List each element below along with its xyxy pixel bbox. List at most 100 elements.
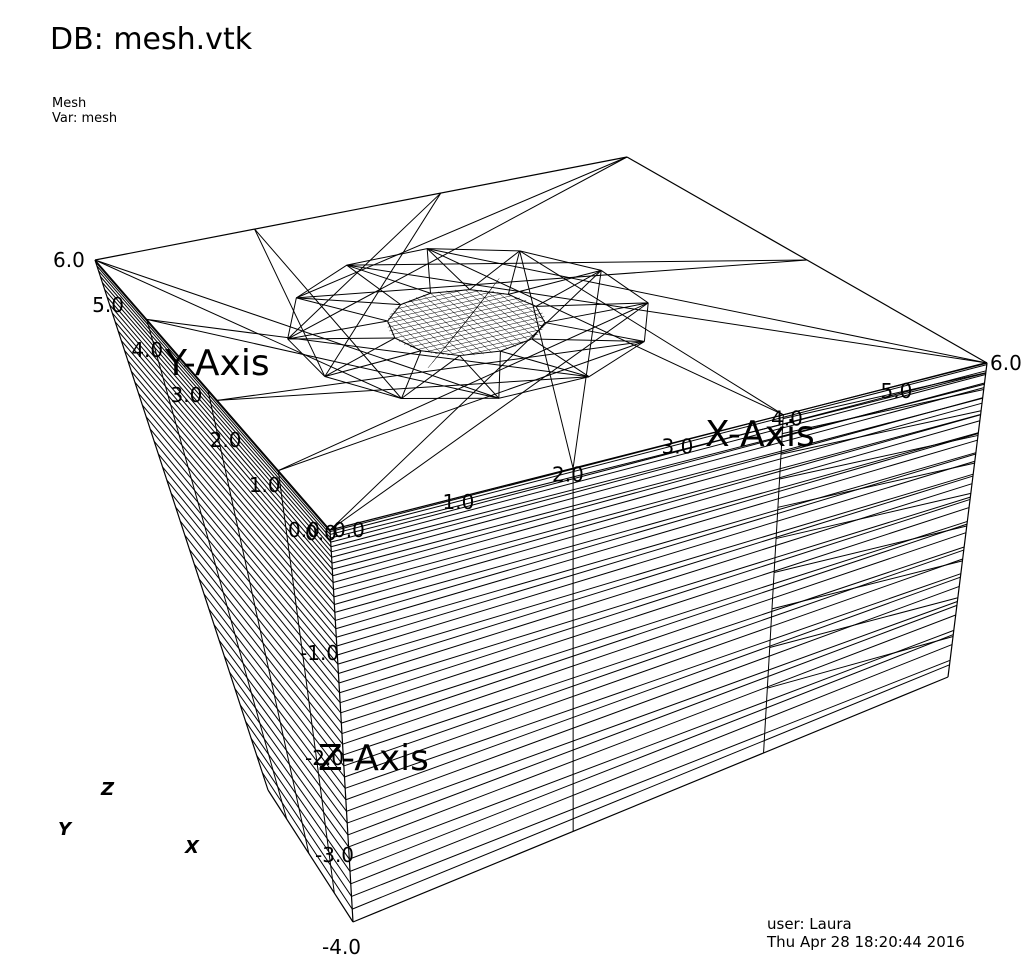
y-axis-title: Y-Axis — [164, 343, 270, 384]
top-face-edge — [146, 318, 590, 378]
x-axis-tick-label: 3.0 — [662, 435, 694, 459]
front-face-diagonal — [769, 597, 958, 648]
timestamp-label: Thu Apr 28 18:20:44 2016 — [767, 933, 965, 951]
left-face-layer — [162, 466, 340, 684]
axis-triad: Z X Y — [58, 779, 200, 866]
top-face-edge — [296, 264, 348, 299]
left-face-layer — [114, 321, 334, 577]
top-face-edge — [287, 156, 628, 340]
top-face-edge — [643, 302, 649, 342]
top-face-edge — [531, 338, 590, 378]
front-face-layer — [330, 372, 986, 539]
left-face-layer — [170, 493, 341, 704]
plot-variable-label: Var: mesh — [52, 111, 118, 126]
top-face-edge — [217, 376, 590, 401]
front-face-layer — [347, 601, 958, 824]
front-face-diagonal — [775, 492, 971, 540]
top-face-edge — [278, 341, 645, 472]
refined-mesh-line — [389, 300, 527, 332]
top-face-edge — [287, 297, 297, 340]
top-face-edge — [498, 376, 590, 399]
top-face-edge — [346, 264, 401, 306]
top-face-edge — [296, 259, 808, 299]
left-face-layer — [223, 655, 348, 824]
y-axis-tick-label: 0.0 — [288, 518, 320, 542]
box-edge — [947, 362, 988, 678]
left-face-layer — [166, 479, 340, 694]
front-face-layer — [329, 361, 988, 533]
top-face-edge — [94, 259, 499, 399]
top-face-edge — [287, 337, 395, 340]
box-edge — [94, 156, 628, 261]
front-face-layer — [344, 573, 961, 789]
refined-mesh-line — [402, 289, 467, 304]
left-face-layer — [218, 640, 347, 812]
left-face-layer — [96, 265, 331, 535]
top-face-edge — [346, 248, 428, 266]
left-face-layer — [145, 416, 338, 647]
front-face-layer — [336, 453, 976, 647]
top-face-edge — [531, 338, 645, 342]
front-face-layer — [330, 370, 987, 543]
front-face-layer — [348, 614, 956, 848]
x-axis-tick-label: 5.0 — [881, 379, 913, 403]
left-face-layer — [179, 520, 342, 724]
top-face-edge — [508, 269, 602, 295]
front-face-layer — [330, 374, 986, 548]
front-face-layer — [345, 576, 961, 801]
front-face-layer — [349, 629, 954, 860]
front-face-layer — [338, 475, 974, 674]
left-face-layer — [245, 721, 351, 872]
top-face-edge — [329, 302, 649, 531]
left-face-layer — [95, 261, 331, 532]
left-face-layer — [189, 549, 343, 745]
x-axis-tick-label: 1.0 — [443, 490, 475, 514]
triad-y-axis — [70, 833, 100, 866]
top-face-edge — [324, 350, 422, 377]
left-face-layer — [250, 738, 352, 885]
z-axis-title: Z-Axis — [318, 738, 429, 779]
front-face-layer — [335, 439, 978, 630]
top-face-edge — [427, 248, 520, 252]
y-axis-tick-label: 4.0 — [131, 338, 163, 362]
top-face-edge — [287, 338, 326, 377]
refined-mesh-line — [455, 289, 523, 345]
front-face-layer — [344, 558, 963, 778]
top-face-edge — [254, 228, 402, 399]
front-face-layer — [331, 382, 985, 558]
front-face-layer — [341, 523, 968, 735]
refined-mesh-line — [387, 295, 513, 324]
left-face-layer — [208, 608, 346, 789]
top-face-edge — [427, 248, 988, 364]
front-face-layer — [332, 402, 983, 583]
left-face-layer — [111, 312, 333, 570]
front-face-layer — [337, 460, 975, 656]
left-face-layer — [157, 453, 339, 674]
x-axis-tick-label: 0.0 — [333, 518, 365, 542]
left-face-layer — [104, 289, 332, 553]
y-axis-tick-label: 3.0 — [171, 383, 203, 407]
front-face-layer — [336, 452, 976, 638]
top-face-edge — [346, 264, 988, 364]
left-face-division — [207, 389, 310, 854]
refined-mesh-line — [390, 291, 494, 315]
front-face-layer — [335, 433, 979, 621]
front-face-layer — [333, 414, 981, 598]
top-face-edge — [426, 248, 432, 294]
top-face-edge — [600, 269, 649, 304]
front-face-diagonal — [767, 635, 954, 689]
triad-x-label: X — [184, 837, 200, 858]
triad-y-label: Y — [58, 819, 73, 840]
left-face-division — [146, 319, 288, 820]
left-face-layer — [239, 704, 350, 860]
left-face-layer — [261, 772, 353, 910]
top-face-edge — [254, 228, 326, 377]
left-face-layer — [102, 282, 332, 548]
top-face-edge — [287, 192, 442, 340]
front-face-layer — [339, 498, 971, 704]
top-face-edge — [296, 156, 628, 299]
left-face-layer — [138, 393, 337, 630]
front-face-diagonal — [773, 525, 967, 573]
y-axis-tick-label: 2.0 — [210, 428, 242, 452]
